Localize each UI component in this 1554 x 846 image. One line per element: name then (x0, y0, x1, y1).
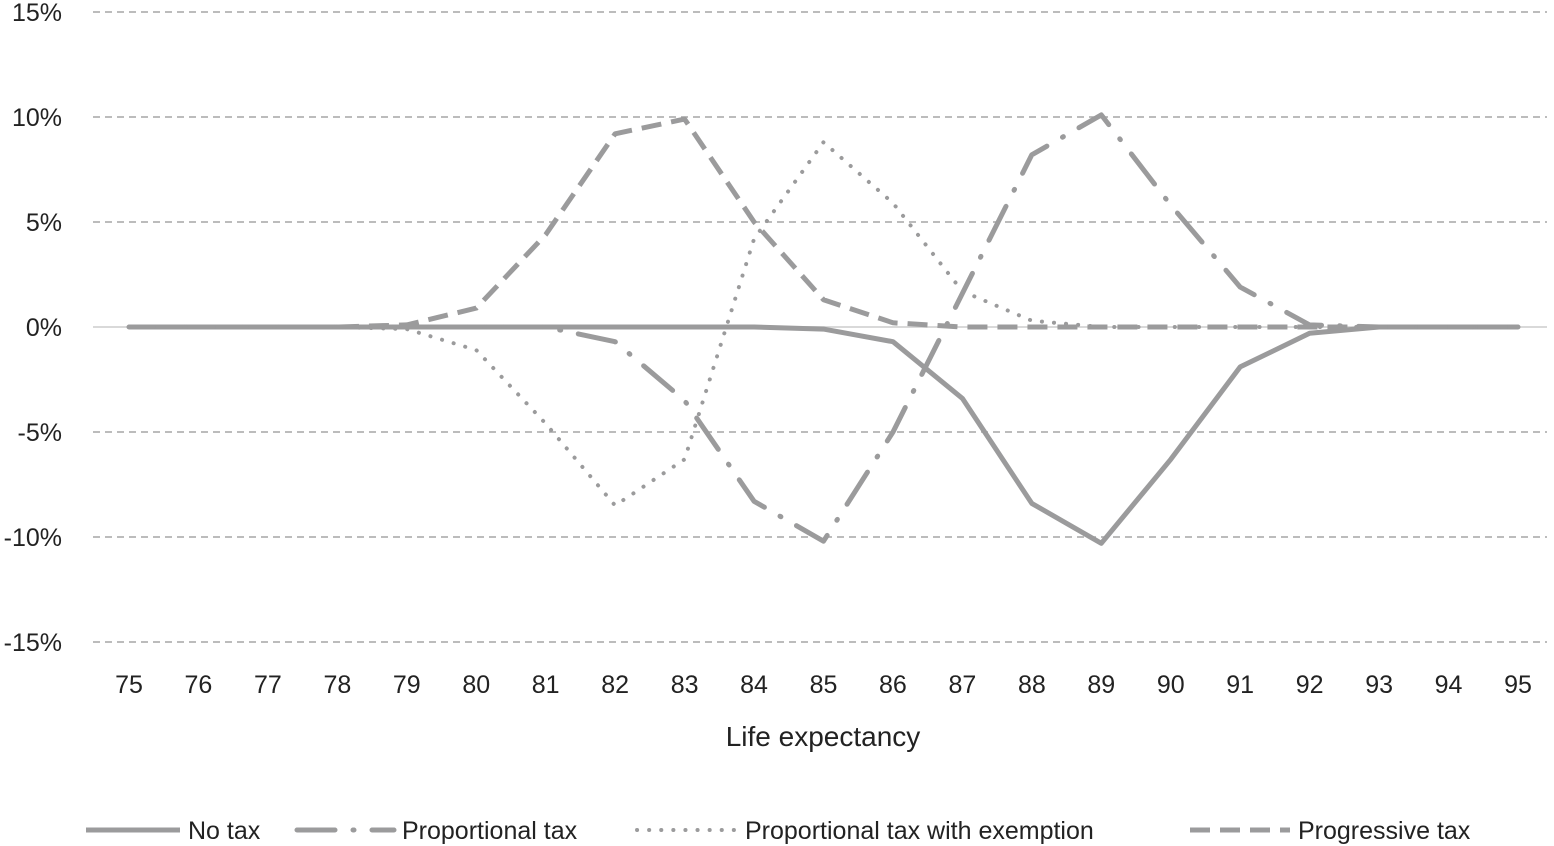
x-tick-label: 80 (462, 671, 490, 699)
x-tick-label: 83 (671, 671, 699, 699)
x-tick-label: 79 (393, 671, 421, 699)
legend-entry-label: Proportional tax with exemption (745, 817, 1094, 845)
x-tick-label: 77 (254, 671, 282, 699)
y-tick-label: -5% (18, 419, 62, 447)
legend: No tax Proportional tax Proportional tax w… (86, 817, 1471, 845)
x-tick-label: 88 (1018, 671, 1046, 699)
x-tick-label: 94 (1435, 671, 1463, 699)
y-tick-label: 15% (12, 0, 62, 27)
y-tick-label: 10% (12, 104, 62, 132)
y-axis: 15% 10% 5% 0% -5% -10% -15% (4, 0, 62, 657)
x-tick-label: 91 (1226, 671, 1254, 699)
x-tick-label: 92 (1296, 671, 1324, 699)
series-lines (126, 112, 1521, 546)
x-tick-label: 84 (740, 671, 768, 699)
x-tick-label: 93 (1365, 671, 1393, 699)
series-line-4 (129, 116, 1518, 330)
x-axis-label: Life expectancy (726, 721, 921, 752)
series-line-1 (129, 324, 1518, 546)
legend-entry-label: Progressive tax (1298, 817, 1471, 845)
x-tick-label: 95 (1504, 671, 1532, 699)
y-tick-label: -10% (4, 524, 62, 552)
x-tick-label: 90 (1157, 671, 1185, 699)
legend-entry-label: No tax (188, 817, 261, 845)
x-tick-label: 85 (810, 671, 838, 699)
series-line-3 (127, 140, 1520, 508)
y-tick-label: -15% (4, 629, 62, 657)
y-tick-label: 5% (26, 209, 62, 237)
x-tick-label: 82 (601, 671, 629, 699)
x-tick-label: 87 (948, 671, 976, 699)
x-tick-label: 75 (115, 671, 143, 699)
legend-entry-label: Proportional tax (402, 817, 578, 845)
x-tick-label: 76 (185, 671, 213, 699)
x-tick-label: 86 (879, 671, 907, 699)
x-axis: 75 76 77 78 79 80 81 82 83 84 85 86 87 88 89 90 91 92 93 94… (115, 671, 1532, 699)
x-tick-label: 89 (1087, 671, 1115, 699)
x-tick-label: 81 (532, 671, 560, 699)
y-tick-label: 0% (26, 314, 62, 342)
x-tick-label: 78 (323, 671, 351, 699)
